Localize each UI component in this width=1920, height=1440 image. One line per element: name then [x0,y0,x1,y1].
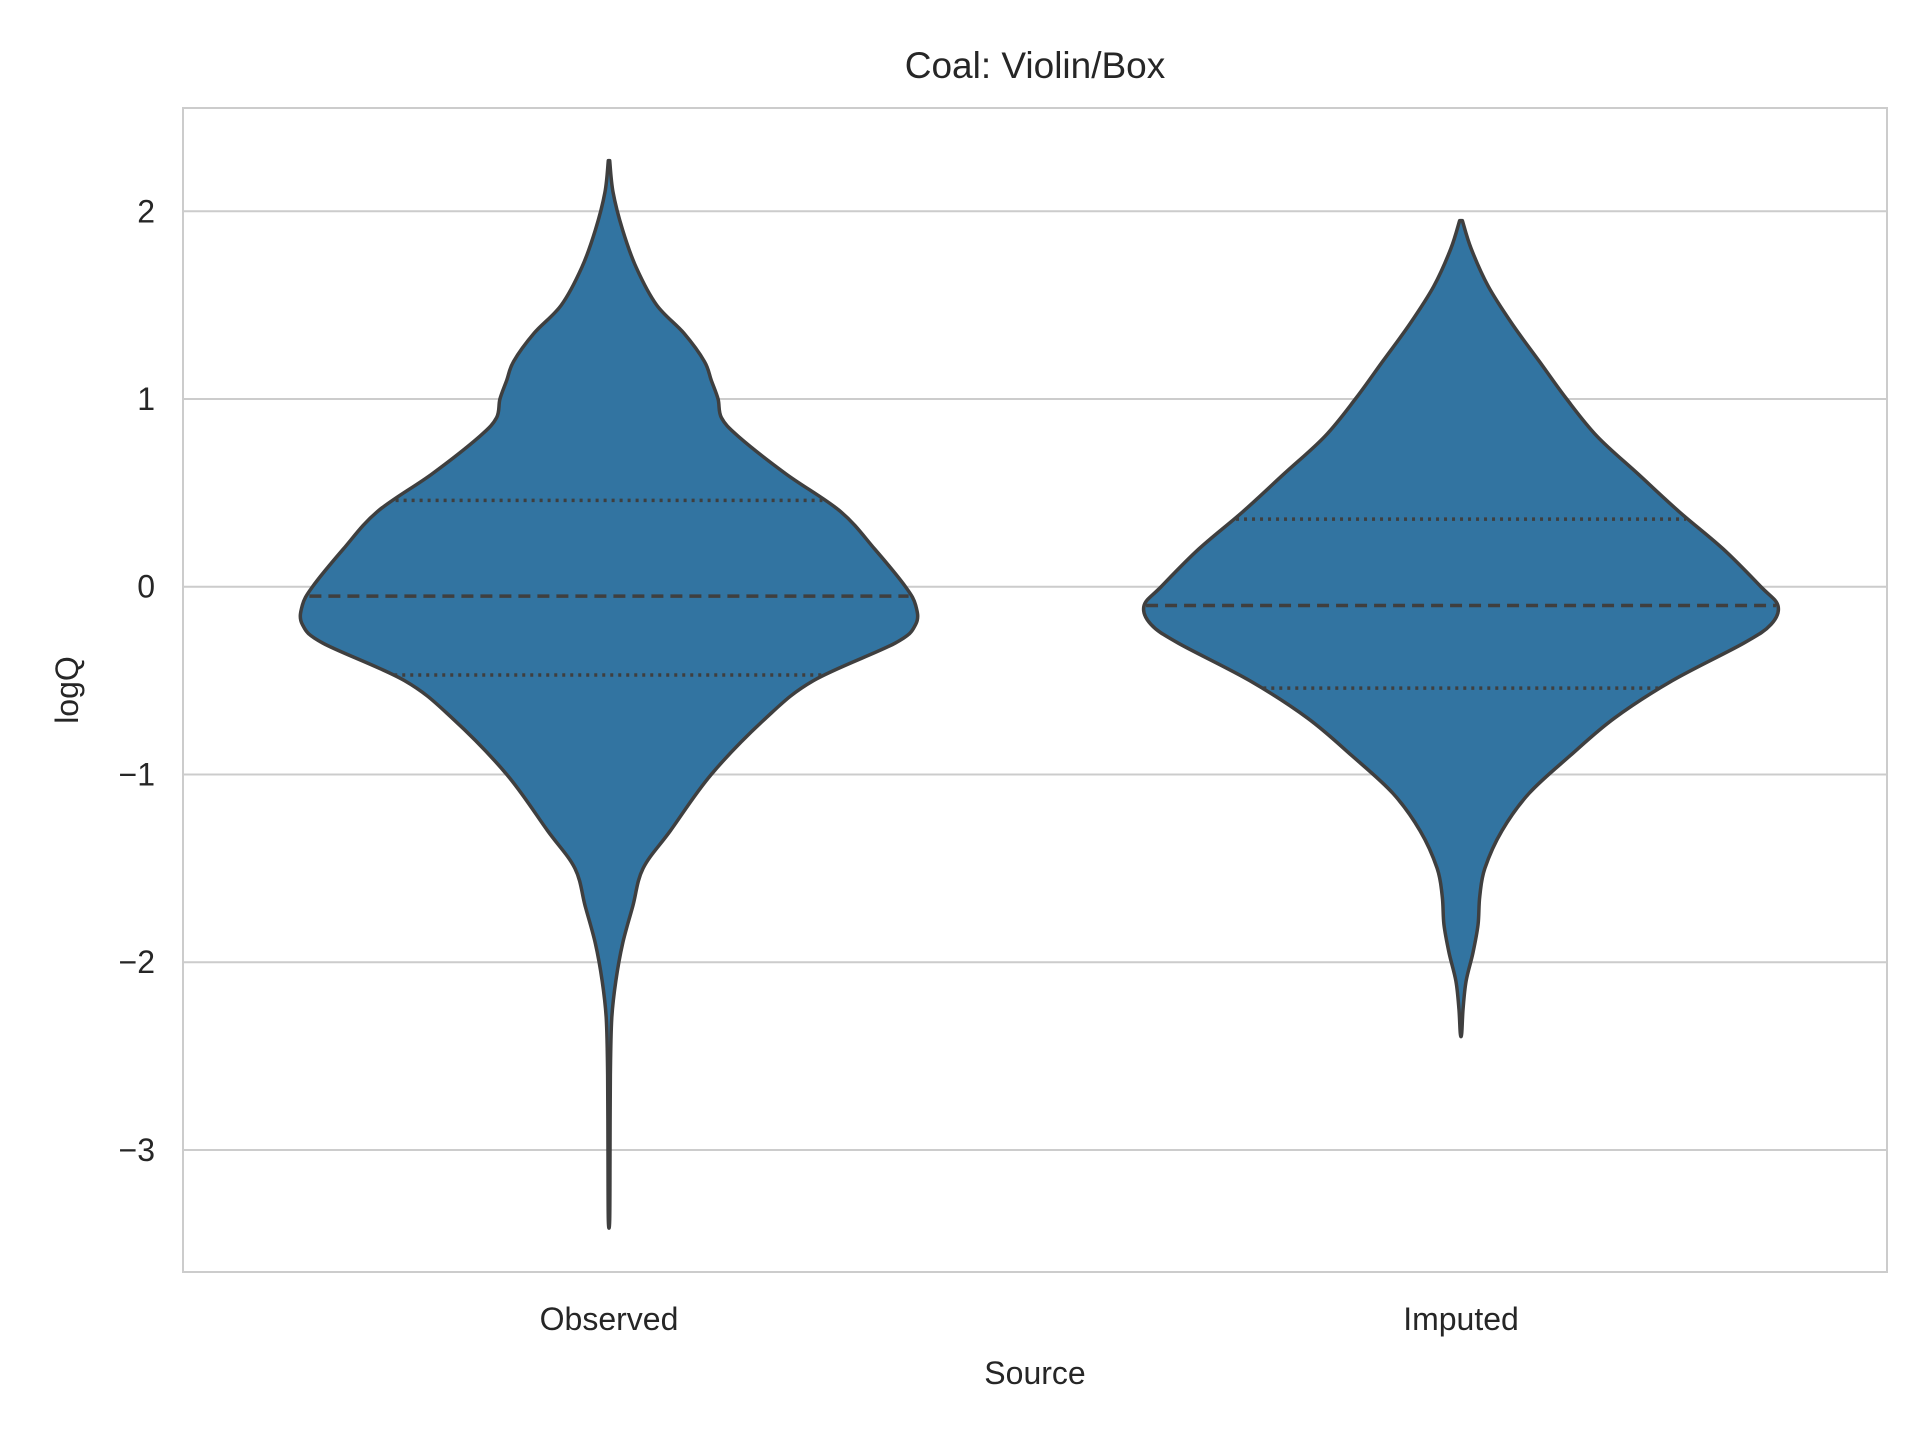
y-tick-label: 1 [137,381,155,417]
x-tick-label: Imputed [1403,1301,1519,1337]
x-tick-labels: Observed Imputed [540,1301,1519,1337]
y-tick-label: −3 [119,1132,155,1168]
x-axis-label: Source [984,1355,1085,1391]
plot-frame [182,107,1888,1273]
violin-body [298,158,920,1230]
violins [298,158,1781,1230]
y-axis-label: logQ [49,656,85,724]
chart-title: Coal: Violin/Box [905,45,1166,86]
y-tick-label: 0 [137,569,155,605]
violin-body [1141,218,1781,1039]
y-tick-labels: 2 1 0 −1 −2 −3 [119,193,155,1168]
x-tick-label: Observed [540,1301,679,1337]
violin-imputed [1141,218,1781,1039]
violin-observed [298,158,920,1230]
y-tick-label: −1 [119,756,155,792]
y-tick-label: 2 [137,193,155,229]
y-tick-label: −2 [119,944,155,980]
